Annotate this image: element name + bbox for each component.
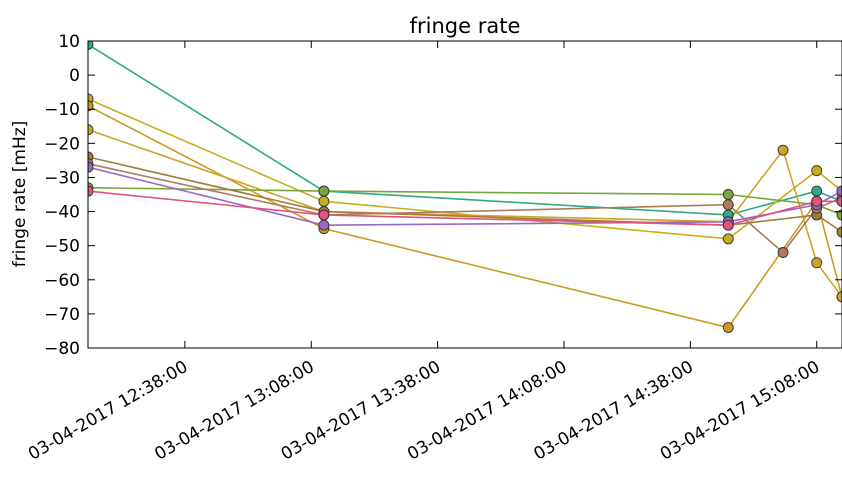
data-point-s5-2 — [318, 185, 330, 197]
plot-area-frame — [87, 40, 842, 349]
y-tick-label: −20 — [44, 134, 80, 154]
data-point-s2-4 — [811, 165, 823, 177]
data-point-s4-6 — [836, 291, 842, 303]
data-point-s5-3 — [722, 189, 734, 200]
y-axis-label: fringe rate [mHz] — [10, 121, 30, 268]
y-tick-label: −80 — [44, 339, 80, 359]
y-tick-label: −70 — [44, 305, 80, 325]
data-point-s7-4 — [777, 247, 789, 258]
chart-title: fringe rate — [410, 14, 521, 38]
y-axis: 10 0 −10 −20 −30 −40 −50 −60 −70 −80 — [44, 32, 842, 359]
data-point-s9-3 — [722, 219, 734, 231]
data-point-s8-1 — [88, 161, 94, 173]
y-tick-label: −30 — [44, 168, 80, 188]
data-point-s9-4 — [811, 195, 823, 207]
data-point-s1-4 — [811, 185, 823, 197]
data-point-s4-5 — [811, 257, 823, 269]
data-point-s5-5 — [836, 209, 842, 221]
data-point-s3-1 — [88, 100, 94, 112]
data-point-s4-1 — [88, 124, 94, 136]
data-point-s6-5 — [836, 226, 842, 238]
y-tick-label: −40 — [44, 203, 80, 223]
y-tick-label: −60 — [44, 271, 80, 291]
data-point-s9-5 — [836, 195, 842, 207]
data-point-s9-1 — [88, 185, 94, 197]
data-point-s4-4 — [777, 144, 789, 156]
data-point-s8-5 — [836, 185, 842, 197]
series-layer — [88, 41, 842, 333]
y-tick-label: −50 — [44, 237, 80, 257]
data-point-s1-1 — [88, 41, 94, 50]
data-point-s7-3 — [722, 199, 734, 211]
data-point-s3-3 — [722, 322, 734, 333]
series-line-4 — [88, 128, 842, 298]
data-point-s9-2 — [318, 209, 330, 221]
y-tick-label: 10 — [58, 32, 80, 52]
data-point-s2-2 — [318, 195, 330, 207]
data-point-s8-2 — [318, 219, 330, 231]
data-point-s2-3 — [722, 233, 734, 245]
y-tick-label: −10 — [44, 100, 80, 120]
y-tick-label: 0 — [69, 66, 80, 86]
